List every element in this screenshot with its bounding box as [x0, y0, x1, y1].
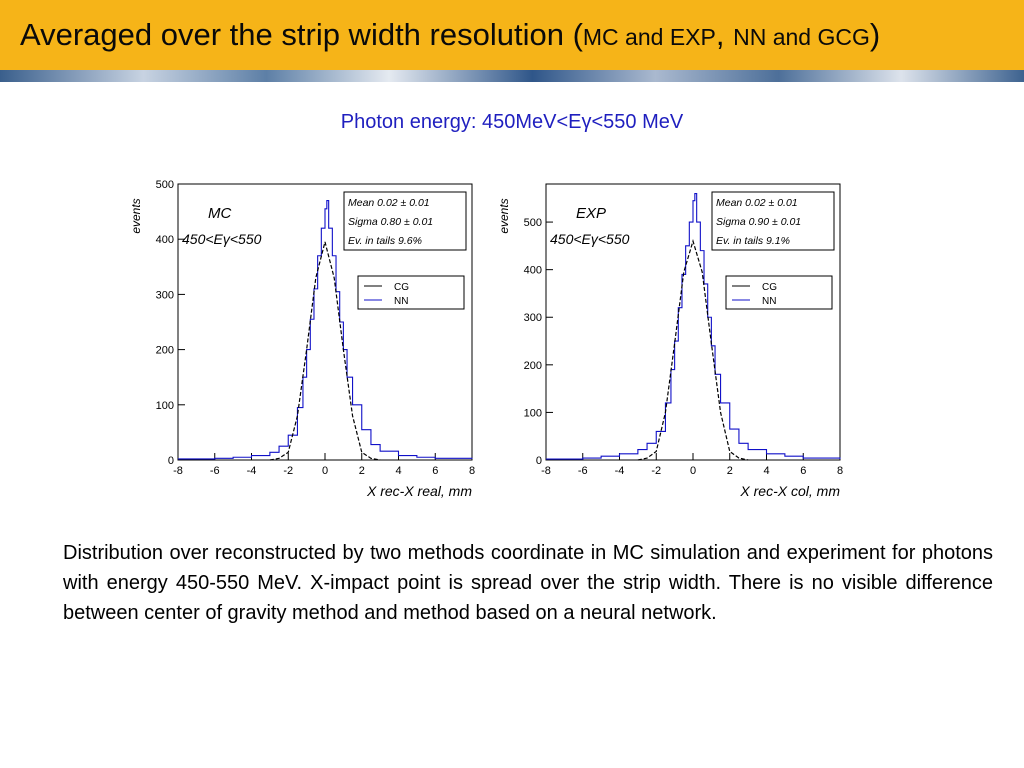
y-tick-label: 100 [156, 400, 174, 412]
series-nn-line [546, 192, 841, 460]
legend-box [357, 275, 465, 310]
title-small-2: NN and GCG [733, 24, 870, 50]
stat-mean: Mean 0.02 ± 0.01 [348, 197, 430, 209]
mc-chart: 0 100 200 300 400 500 -8 -6 -4 -2 0 2 4 6 8 events X rec… [126, 172, 486, 512]
x-tick-label: -2 [283, 465, 293, 477]
y-tick-label: 100 [524, 407, 542, 419]
x-tick-label: 6 [432, 465, 438, 477]
y-tick-label: 400 [156, 234, 174, 246]
energy-range-label: 450<Eγ<550 [550, 231, 630, 247]
title-sep: , [715, 17, 734, 52]
y-tick-label: 200 [524, 360, 542, 372]
y-tick-label: 500 [524, 217, 542, 229]
x-tick-label: 6 [800, 465, 806, 477]
legend-label: NN [394, 296, 408, 307]
title-bar: Averaged over the strip width resolution… [0, 0, 1024, 70]
exp-chart-svg: 0 100 200 300 400 500 -8 -6 -4 -2 0 2 4 6 8 events X rec… [497, 183, 843, 499]
y-tick-label: 300 [524, 312, 542, 324]
x-tick-label: 4 [395, 465, 401, 477]
description-paragraph: Distribution over reconstructed by two m… [63, 542, 993, 624]
stat-tails: Ev. in tails 9.1% [716, 235, 790, 247]
y-tick-label: 400 [524, 265, 542, 277]
legend-label: NN [762, 296, 776, 307]
exp-chart: 0 100 200 300 400 500 -8 -6 -4 -2 0 2 4 6 8 events X rec… [494, 172, 854, 512]
legend-label: CG [762, 282, 777, 293]
page-title: Averaged over the strip width resolution… [20, 17, 880, 53]
series-cg-line [269, 241, 381, 461]
y-axis-label: events [129, 198, 143, 233]
y-tick-label: 300 [156, 289, 174, 301]
x-axis-label: X rec-X col, mm [739, 483, 840, 499]
stat-mean: Mean 0.02 ± 0.01 [716, 197, 798, 209]
y-tick-label: 200 [156, 345, 174, 357]
chart-tag: MC [208, 205, 231, 222]
x-tick-label: 0 [322, 465, 328, 477]
title-main-text: Averaged over the strip width resolution… [20, 17, 583, 52]
x-tick-label: -6 [210, 465, 220, 477]
x-tick-label: 0 [690, 465, 696, 477]
title-small-1: MC and EXP [582, 24, 716, 50]
y-tick-label: 500 [156, 179, 174, 191]
x-tick-label: 8 [469, 465, 475, 477]
x-tick-label: -8 [541, 465, 551, 477]
stats-box [711, 191, 835, 251]
x-tick-label: -6 [578, 465, 588, 477]
title-divider [0, 70, 1024, 82]
mc-chart-svg: 0 100 200 300 400 500 -8 -6 -4 -2 0 2 4 6 8 events X rec… [129, 179, 475, 499]
x-tick-label: 2 [359, 465, 365, 477]
chart-tag: EXP [576, 205, 606, 222]
x-tick-label: 8 [837, 465, 843, 477]
x-tick-label: 2 [727, 465, 733, 477]
photon-energy-subtitle: Photon energy: 450MeV<Eγ<550 MeV [340, 111, 684, 133]
x-tick-label: -2 [651, 465, 661, 477]
legend-label: CG [394, 282, 409, 293]
stat-sigma: Sigma 0.90 ± 0.01 [716, 216, 801, 228]
x-tick-label: -4 [247, 465, 257, 477]
y-tick-label: 0 [536, 455, 542, 467]
x-axis-label: X rec-X real, mm [366, 483, 472, 499]
stat-tails: Ev. in tails 9.6% [348, 235, 422, 247]
series-cg-line [637, 238, 749, 461]
x-tick-label: -8 [173, 465, 183, 477]
stats-box [343, 191, 467, 251]
stat-sigma: Sigma 0.80 ± 0.01 [348, 216, 433, 228]
title-close: ) [869, 17, 881, 52]
x-tick-label: -4 [615, 465, 625, 477]
legend-box [725, 275, 833, 310]
energy-range-label: 450<Eγ<550 [182, 231, 262, 247]
y-tick-label: 0 [168, 455, 174, 467]
series-nn-line [178, 200, 473, 460]
y-axis-label: events [497, 198, 511, 233]
x-tick-label: 4 [763, 465, 769, 477]
